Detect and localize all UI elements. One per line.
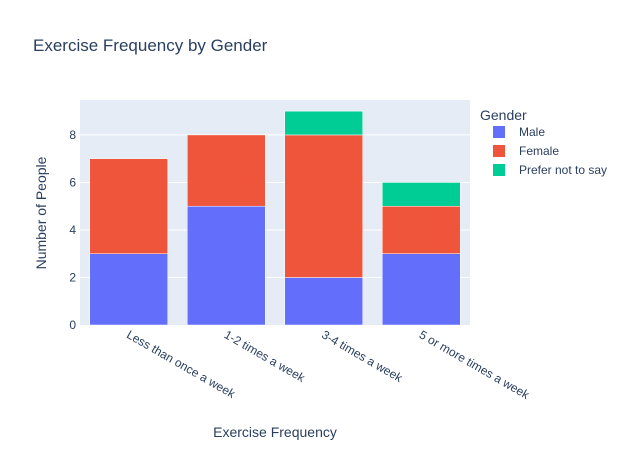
bar-segment <box>284 277 363 326</box>
bar-segment <box>382 253 461 326</box>
bar-segment <box>382 182 461 207</box>
x-axis-title: Exercise Frequency <box>213 424 337 440</box>
y-tick-label: 4 <box>69 223 76 237</box>
bar-segment <box>382 205 461 254</box>
legend-swatch <box>493 145 505 157</box>
legend-label: Female <box>519 144 559 158</box>
legend-swatch <box>493 126 505 138</box>
y-tick-label: 2 <box>69 270 76 284</box>
x-tick-label: 5 or more times a week <box>417 327 533 402</box>
x-tick-label: 1-2 times a week <box>222 327 308 385</box>
y-tick-label: 6 <box>69 175 76 189</box>
legend-label: Prefer not to say <box>519 163 607 177</box>
chart-title: Exercise Frequency by Gender <box>33 36 268 55</box>
bar-segment <box>187 134 266 207</box>
y-tick-label: 0 <box>69 318 76 332</box>
legend: Gender Male Female Prefer not to say <box>480 107 607 177</box>
y-tick-label: 8 <box>69 128 76 142</box>
bar-segment <box>89 253 168 326</box>
bar-segment <box>89 158 168 254</box>
bar-segment <box>187 205 266 326</box>
legend-title: Gender <box>480 107 527 123</box>
bar-segment <box>284 110 363 136</box>
x-tick-label: 3-4 times a week <box>319 327 405 385</box>
legend-label: Male <box>519 125 545 139</box>
y-axis-ticks: 0 2 4 6 8 <box>69 128 76 332</box>
y-axis-title: Number of People <box>33 156 49 269</box>
legend-swatch <box>493 164 505 176</box>
bar-segment <box>284 134 363 278</box>
bars <box>89 110 461 326</box>
